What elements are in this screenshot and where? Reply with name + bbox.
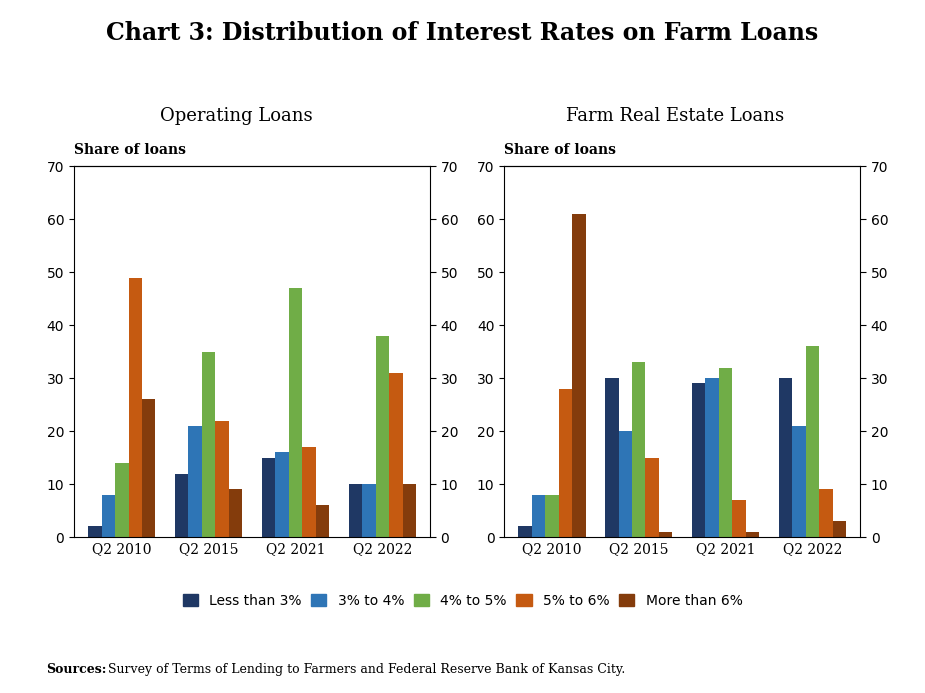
Bar xyxy=(262,457,276,537)
Bar xyxy=(545,495,559,537)
Text: Sources:: Sources: xyxy=(46,663,106,676)
Bar xyxy=(88,527,102,537)
Text: Survey of Terms of Lending to Farmers and Federal Reserve Bank of Kansas City.: Survey of Terms of Lending to Farmers an… xyxy=(104,663,625,676)
Bar xyxy=(389,373,402,537)
Bar xyxy=(315,505,329,537)
Bar xyxy=(632,362,646,537)
Bar xyxy=(402,484,416,537)
Bar xyxy=(646,457,659,537)
Bar xyxy=(559,389,572,537)
Bar xyxy=(129,278,142,537)
Bar xyxy=(746,532,759,537)
Bar xyxy=(619,431,632,537)
Bar xyxy=(302,447,315,537)
Bar xyxy=(289,288,302,537)
Bar xyxy=(349,484,363,537)
Bar xyxy=(806,346,820,537)
Bar xyxy=(532,495,545,537)
Bar xyxy=(706,378,719,537)
Text: Share of loans: Share of loans xyxy=(504,143,616,157)
Bar xyxy=(605,378,619,537)
Text: Chart 3: Distribution of Interest Rates on Farm Loans: Chart 3: Distribution of Interest Rates … xyxy=(106,21,819,45)
Bar xyxy=(733,500,746,537)
Bar xyxy=(832,521,846,537)
Bar xyxy=(216,421,228,537)
Bar xyxy=(793,426,806,537)
Bar xyxy=(115,463,129,537)
Bar xyxy=(276,453,289,537)
Text: Sources: Survey of Terms of Lending to Farmers and Federal Reserve Bank of Kansa: Sources: Survey of Terms of Lending to F… xyxy=(46,663,623,676)
Bar xyxy=(228,489,242,537)
Text: Farm Real Estate Loans: Farm Real Estate Loans xyxy=(566,107,784,125)
Bar xyxy=(692,383,706,537)
Bar xyxy=(719,367,733,537)
Bar xyxy=(142,399,155,537)
Legend: Less than 3%, 3% to 4%, 4% to 5%, 5% to 6%, More than 6%: Less than 3%, 3% to 4%, 4% to 5%, 5% to … xyxy=(177,588,748,613)
Bar xyxy=(202,352,216,537)
Bar xyxy=(820,489,832,537)
Text: Operating Loans: Operating Loans xyxy=(160,107,313,125)
Bar xyxy=(376,336,389,537)
Bar xyxy=(363,484,376,537)
Text: Share of loans: Share of loans xyxy=(74,143,186,157)
Bar xyxy=(175,473,189,537)
Bar xyxy=(189,426,202,537)
Bar xyxy=(659,532,672,537)
Bar xyxy=(779,378,793,537)
Bar xyxy=(102,495,115,537)
Bar xyxy=(518,527,532,537)
Bar xyxy=(572,214,586,537)
